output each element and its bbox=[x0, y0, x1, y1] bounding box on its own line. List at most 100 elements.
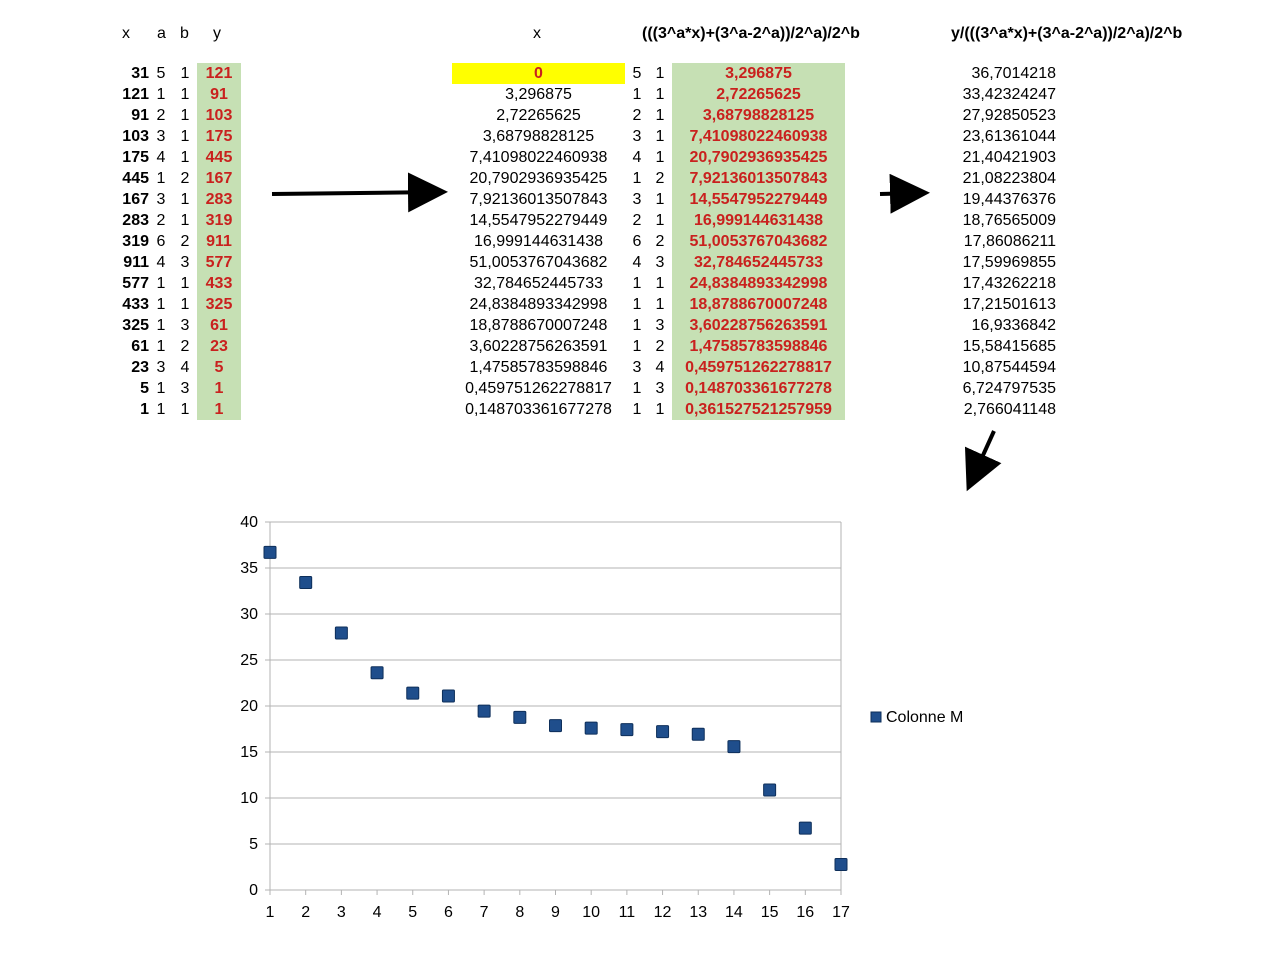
arrows-layer bbox=[271, 172, 1002, 492]
mid-formula-cell: 20,7902936935425 bbox=[689, 149, 828, 166]
legend-label: Colonne M bbox=[886, 709, 963, 726]
data-point bbox=[763, 783, 777, 797]
left-a-cell: 6 bbox=[156, 233, 166, 250]
data-point bbox=[584, 721, 598, 735]
left-a-cell: 5 bbox=[156, 65, 166, 82]
left-x-cell: 433 bbox=[122, 296, 149, 313]
mid-formula-cell: 32,784652445733 bbox=[693, 254, 824, 271]
y-tick-label: 35 bbox=[240, 560, 258, 577]
y-tick-label: 0 bbox=[249, 882, 258, 899]
mid-formula-cell: 0,459751262278817 bbox=[685, 359, 832, 376]
mid-x-cell: 0,459751262278817 bbox=[465, 380, 612, 397]
x-tick-label: 6 bbox=[444, 904, 453, 921]
data-point bbox=[656, 725, 670, 739]
left-y-cell: 103 bbox=[205, 107, 233, 124]
left-b-cell: 2 bbox=[180, 233, 190, 250]
mid-x-cell: 3,296875 bbox=[505, 86, 572, 103]
mid-a-cell: 1 bbox=[632, 86, 642, 103]
ratio-cell: 18,76565009 bbox=[962, 212, 1056, 229]
header-y: y bbox=[213, 25, 221, 42]
mid-x-cell: 0 bbox=[534, 65, 543, 82]
ratio-cell: 19,44376376 bbox=[962, 191, 1056, 208]
mid-a-cell: 2 bbox=[632, 107, 642, 124]
left-a-cell: 4 bbox=[156, 254, 166, 271]
left-b-cell: 3 bbox=[180, 317, 190, 334]
mid-x-cell: 7,41098022460938 bbox=[469, 149, 608, 166]
data-point bbox=[513, 710, 527, 724]
mid-b-cell: 2 bbox=[655, 233, 665, 250]
mid-x-cell: 14,5547952279449 bbox=[469, 212, 608, 229]
y-tick-label: 25 bbox=[240, 652, 258, 669]
mid-formula-cell: 0,361527521257959 bbox=[685, 401, 832, 418]
header-ratio: y/(((3^a*x)+(3^a-2^a))/2^a)/2^b bbox=[951, 25, 1183, 42]
mid-x-cell: 0,148703361677278 bbox=[465, 401, 612, 418]
left-a-cell: 3 bbox=[156, 359, 166, 376]
ratio-cell: 2,766041148 bbox=[963, 401, 1056, 418]
left-x-cell: 91 bbox=[131, 107, 149, 124]
header-b: b bbox=[180, 25, 189, 42]
data-point bbox=[620, 723, 634, 737]
left-b-cell: 3 bbox=[180, 254, 190, 271]
mid-b-cell: 2 bbox=[655, 338, 665, 355]
mid-b-cell: 3 bbox=[655, 254, 665, 271]
ratio-cell: 6,724797535 bbox=[962, 380, 1056, 397]
left-y-cell: 167 bbox=[205, 170, 233, 187]
left-a-cell: 3 bbox=[156, 128, 166, 145]
left-x-cell: 283 bbox=[122, 212, 149, 229]
mid-x-cell: 1,47585783598846 bbox=[469, 359, 608, 376]
left-x-cell: 23 bbox=[131, 359, 149, 376]
y-tick-label: 10 bbox=[240, 790, 258, 807]
left-x-cell: 175 bbox=[122, 149, 149, 166]
ratio-cell: 16,9336842 bbox=[971, 317, 1056, 334]
mid-a-cell: 3 bbox=[632, 359, 642, 376]
mid-a-cell: 1 bbox=[632, 317, 642, 334]
left-x-cell: 325 bbox=[122, 317, 149, 334]
data-point bbox=[334, 626, 348, 640]
left-x-cell: 61 bbox=[131, 338, 149, 355]
mid-b-cell: 1 bbox=[655, 275, 665, 292]
left-y-cell: 325 bbox=[205, 296, 233, 313]
mid-formula-cell: 16,999144631438 bbox=[693, 212, 824, 229]
left-x-cell: 167 bbox=[122, 191, 149, 208]
left-a-cell: 1 bbox=[156, 401, 166, 418]
arrow-down-icon bbox=[964, 430, 1002, 492]
data-point bbox=[370, 666, 384, 680]
chart-grid bbox=[270, 521, 841, 891]
left-b-cell: 1 bbox=[180, 128, 190, 145]
mid-a-cell: 3 bbox=[632, 128, 642, 145]
mid-formula-cell: 24,8384893342998 bbox=[689, 275, 828, 292]
left-y-cell: 433 bbox=[205, 275, 233, 292]
data-point bbox=[691, 727, 705, 741]
left-y-cell: 61 bbox=[210, 317, 228, 334]
left-a-cell: 4 bbox=[156, 149, 166, 166]
mid-a-cell: 1 bbox=[632, 296, 642, 313]
mid-x-cell: 2,72265625 bbox=[496, 107, 581, 124]
left-y-cell: 319 bbox=[205, 212, 233, 229]
left-b-cell: 2 bbox=[180, 338, 190, 355]
mid-x-cell: 20,7902936935425 bbox=[469, 170, 608, 187]
mid-a-cell: 2 bbox=[632, 212, 642, 229]
x-tick-label: 9 bbox=[551, 904, 560, 921]
highlighted-cell-fill bbox=[452, 63, 625, 84]
data-point bbox=[549, 719, 562, 733]
left-x-cell: 5 bbox=[140, 380, 149, 397]
left-y-cell: 175 bbox=[205, 128, 233, 145]
left-y-cell: 445 bbox=[205, 149, 233, 166]
mid-b-cell: 1 bbox=[655, 296, 665, 313]
left-b-cell: 3 bbox=[180, 380, 190, 397]
header-a: a bbox=[157, 25, 166, 42]
y-tick-label: 5 bbox=[249, 836, 258, 853]
ratio-cell: 10,87544594 bbox=[962, 359, 1056, 376]
mid-b-cell: 3 bbox=[655, 380, 665, 397]
left-a-cell: 1 bbox=[156, 275, 166, 292]
mid-formula-cell: 14,5547952279449 bbox=[689, 191, 828, 208]
x-tick-label: 12 bbox=[654, 904, 672, 921]
mid-b-cell: 1 bbox=[655, 191, 665, 208]
ratio-cell: 17,86086211 bbox=[963, 233, 1056, 250]
x-tick-label: 15 bbox=[761, 904, 779, 921]
left-y-cell: 91 bbox=[210, 86, 228, 103]
left-x-cell: 577 bbox=[122, 275, 149, 292]
mid-formula-cell: 2,72265625 bbox=[716, 86, 801, 103]
left-x-cell: 445 bbox=[122, 170, 149, 187]
